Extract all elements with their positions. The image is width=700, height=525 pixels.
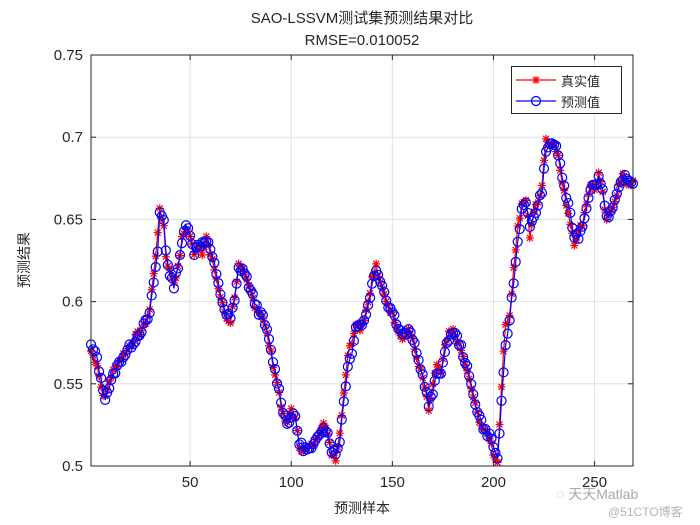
y-axis-label: 预测结果 [17, 232, 33, 288]
circle-marker-icon [516, 95, 556, 107]
chart-title: SAO-LSSVM测试集预测结果对比 [250, 10, 474, 27]
legend-label-predicted: 预测值 [561, 95, 601, 111]
axes-box [90, 54, 634, 467]
x-tick-label: 150 [380, 474, 405, 491]
x-tick-label: 50 [182, 474, 199, 491]
y-tick-label: 0.55 [54, 376, 83, 393]
legend: 真实值 预测值 [511, 66, 622, 114]
y-tick-label: 0.7 [62, 129, 83, 146]
watermark: ◌ 天天Matlab [556, 486, 639, 502]
y-tick-label: 0.6 [62, 294, 83, 311]
series-predicted-values [85, 138, 639, 464]
x-tick-label: 250 [582, 474, 607, 491]
legend-item-predicted: 预测值 [512, 91, 600, 111]
watermark-source: @51CTO博客 [608, 505, 683, 519]
x-tick-label: 200 [481, 474, 506, 491]
y-tick-label: 0.5 [62, 458, 83, 475]
axis-ticks: 50 100 150 200 250 0.5 0.55 0.6 0.65 0.7 0.75 [54, 47, 633, 491]
legend-label-true: 真实值 [561, 74, 601, 90]
asterisk-marker-icon [516, 76, 556, 84]
x-tick-label: 100 [279, 474, 304, 491]
legend-item-true: 真实值 [512, 70, 600, 90]
wechat-icon: ◌ [556, 486, 569, 502]
x-axis-label: 预测样本 [334, 501, 390, 517]
chart-subtitle-rmse: RMSE=0.010052 [304, 32, 420, 49]
y-tick-label: 0.65 [54, 211, 83, 228]
plot-area [91, 55, 633, 466]
y-tick-label: 0.75 [54, 47, 83, 64]
